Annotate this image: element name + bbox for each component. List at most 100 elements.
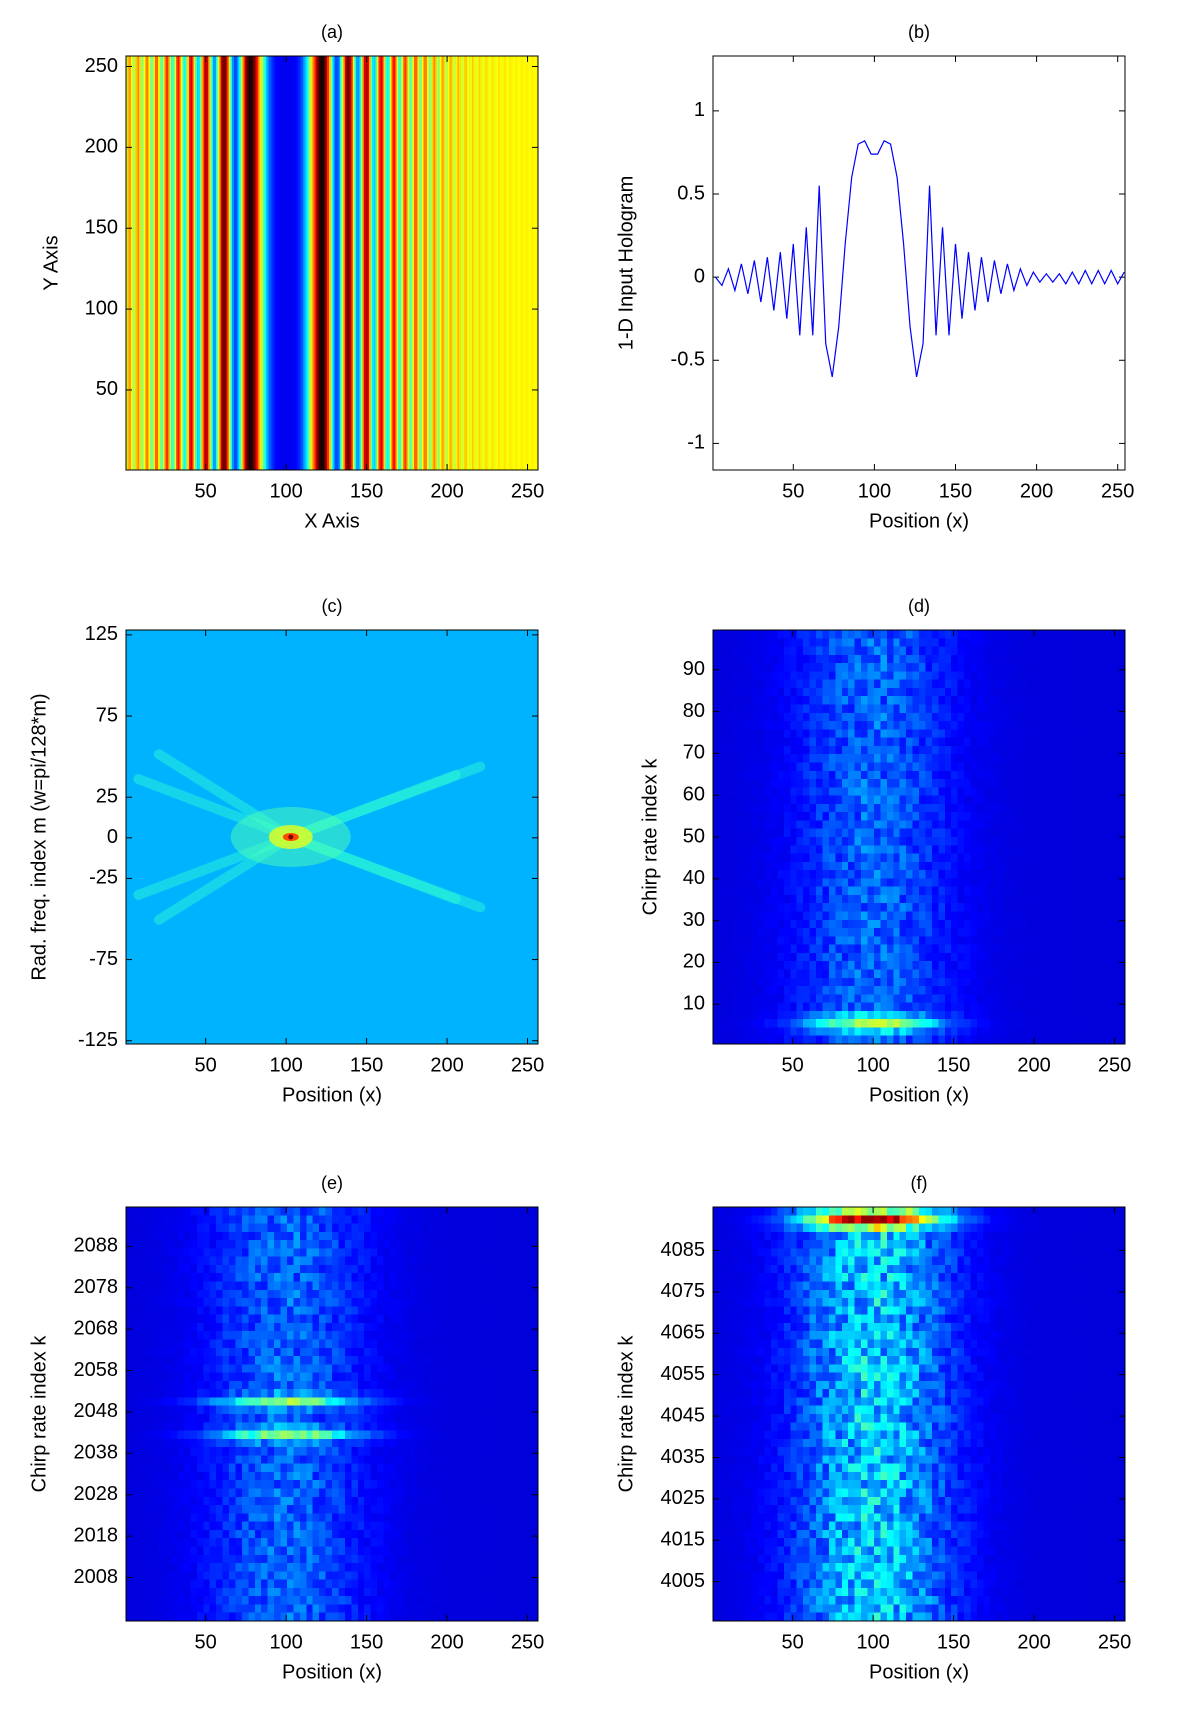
image-cell (803, 961, 811, 971)
image-cell (848, 671, 856, 681)
image-cell (151, 1380, 159, 1390)
image-cell (171, 1364, 179, 1374)
image-cell (976, 646, 984, 656)
image-cell (828, 679, 836, 689)
image-cell (822, 654, 830, 664)
image-cell (957, 961, 965, 971)
image-column (129, 56, 132, 470)
image-cell (725, 861, 733, 871)
image-column (275, 56, 278, 470)
image-column (219, 56, 222, 470)
image-cell (126, 1414, 134, 1423)
image-cell (241, 1231, 249, 1241)
image-cell (983, 1035, 991, 1045)
image-cell (190, 1455, 198, 1465)
image-cell (1002, 961, 1010, 971)
image-cell (261, 1571, 269, 1581)
image-cell (783, 787, 791, 797)
image-cell (951, 944, 959, 954)
image-cell (880, 737, 888, 747)
image-cell (1092, 679, 1100, 689)
image-cell (983, 886, 991, 896)
image-cell (171, 1273, 179, 1283)
image-cell (719, 861, 727, 871)
image-cell (996, 745, 1004, 755)
image-cell (964, 679, 972, 689)
image-cell (713, 803, 721, 813)
image-cell (145, 1306, 153, 1316)
image-cell (1073, 952, 1081, 962)
image-cell (796, 638, 804, 648)
image-cell (183, 1480, 191, 1490)
image-column (150, 56, 153, 470)
image-cell (861, 1002, 869, 1012)
image-cell (126, 1240, 134, 1249)
image-cell (196, 1264, 204, 1274)
image-cell (854, 646, 862, 656)
image-cell (893, 853, 901, 863)
image-cell (764, 969, 772, 979)
image-cell (164, 1273, 172, 1283)
image-column (372, 56, 375, 470)
image-cell (1028, 721, 1036, 730)
image-cell (783, 886, 791, 896)
image-cell (1067, 1019, 1075, 1029)
image-cell (777, 961, 785, 971)
image-cell (738, 886, 746, 896)
image-cell (803, 696, 811, 706)
image-cell (254, 1248, 262, 1258)
image-cell (822, 977, 830, 987)
image-cell (235, 1339, 243, 1349)
image-cell (867, 961, 875, 971)
image-column (224, 56, 227, 470)
image-cell (816, 737, 824, 747)
image-cell (274, 1513, 282, 1523)
image-cell (745, 795, 753, 805)
image-cell (235, 1447, 243, 1456)
image-cell (770, 969, 778, 979)
image-cell (996, 795, 1004, 805)
image-cell (1022, 679, 1030, 689)
image-cell (925, 944, 933, 954)
image-cell (906, 1027, 914, 1037)
image-cell (145, 1414, 153, 1423)
image-cell (803, 928, 811, 937)
image-cell (745, 787, 753, 797)
image-cell (809, 994, 817, 1004)
image-cell (822, 1027, 830, 1037)
image-cell (919, 803, 927, 813)
image-column (436, 56, 439, 470)
image-cell (229, 1554, 237, 1564)
image-cell (229, 1604, 237, 1614)
image-cell (751, 663, 759, 672)
image-cell (267, 1563, 275, 1572)
image-cell (764, 878, 772, 888)
image-cell (912, 936, 920, 946)
image-cell (126, 1405, 134, 1415)
image-cell (880, 745, 888, 755)
image-cell (126, 1298, 134, 1307)
image-cell (1105, 803, 1113, 813)
image-cell (925, 712, 933, 722)
image-cell (1086, 712, 1094, 722)
image-cell (835, 952, 843, 962)
image-cell (267, 1488, 275, 1498)
image-cell (1002, 870, 1010, 879)
image-cell (1105, 961, 1113, 971)
image-cell (867, 886, 875, 896)
image-cell (1099, 787, 1107, 797)
image-cell (989, 630, 997, 639)
image-cell (713, 986, 721, 995)
image-cell (809, 961, 817, 971)
image-cell (758, 837, 766, 846)
image-cell (235, 1554, 243, 1564)
image-cell (957, 729, 965, 739)
image-cell (248, 1604, 256, 1614)
image-cell (203, 1521, 211, 1531)
image-cell (1079, 886, 1087, 896)
image-cell (758, 803, 766, 813)
image-cell (790, 828, 798, 838)
image-cell (873, 812, 881, 822)
image-cell (1054, 903, 1062, 913)
image-cell (899, 928, 907, 937)
